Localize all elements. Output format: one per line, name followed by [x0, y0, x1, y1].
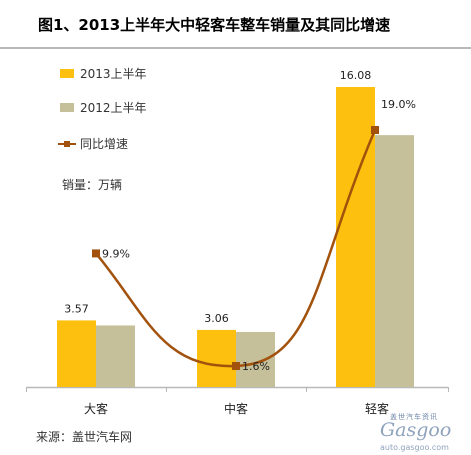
watermark-brand: Gasgoo — [380, 419, 452, 441]
category-label: 大客 — [84, 401, 108, 416]
source-label: 来源：盖世汽车网 — [36, 430, 133, 444]
legend-label-2013: 2013上半年 — [80, 67, 147, 81]
legend-label-growth: 同比增速 — [80, 137, 128, 151]
category-label: 轻客 — [365, 401, 389, 416]
growth-marker — [92, 249, 100, 258]
bar-value-label-2013: 16.08 — [340, 69, 372, 82]
legend-swatch-2013 — [60, 69, 74, 78]
plot-area: 3.57 大客 3.06 中客 16.08 轻客 9.9% 1.6% 19.0% — [26, 69, 449, 416]
unit-label: 销量：万辆 — [62, 178, 123, 192]
bar-value-label-2013: 3.57 — [64, 302, 89, 315]
bar-2012 — [96, 325, 135, 387]
growth-marker — [371, 126, 379, 134]
watermark-tag: 盖世汽车资讯 — [390, 413, 438, 421]
bar-2013 — [197, 329, 236, 387]
legend: 2013上半年 2012上半年 同比增速 — [58, 67, 147, 151]
chart-title: 图1、2013上半年大中轻客车整车销量及其同比增速 — [38, 16, 391, 34]
bar-value-label-2013: 3.06 — [204, 312, 229, 325]
bar-2012 — [236, 331, 275, 387]
bar-2013 — [336, 87, 375, 387]
growth-line — [95, 129, 377, 368]
growth-value-label: 19.0% — [381, 98, 416, 111]
legend-marker-swatch — [64, 141, 70, 147]
bar-2013 — [57, 320, 96, 387]
bar-2012 — [375, 135, 414, 387]
watermark-logo: 盖世汽车资讯 Gasgoo auto.gasgoo.com — [372, 412, 464, 452]
growth-marker — [232, 362, 240, 370]
watermark-url: auto.gasgoo.com — [380, 443, 449, 452]
growth-value-label: 1.6% — [242, 360, 270, 373]
legend-swatch-2012 — [60, 103, 74, 112]
growth-value-label: 9.9% — [102, 247, 130, 260]
legend-label-2012: 2012上半年 — [80, 101, 147, 115]
title-divider — [0, 47, 471, 49]
category-label: 中客 — [224, 401, 248, 416]
